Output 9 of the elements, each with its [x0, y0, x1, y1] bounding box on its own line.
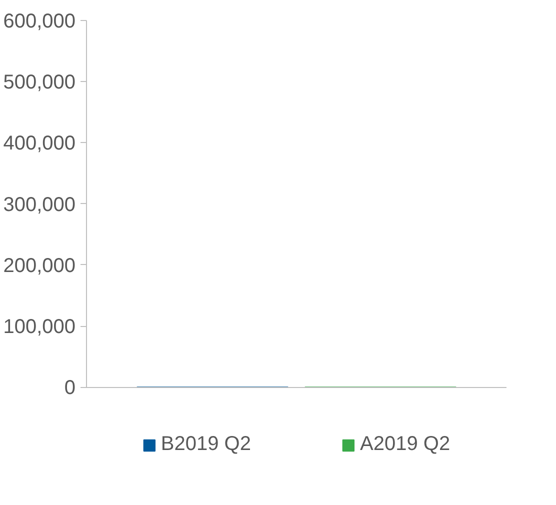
y-tick-label: 0 [64, 377, 76, 400]
y-tick-label: 600,000 [3, 10, 76, 32]
legend-label: A2019 Q2 [360, 433, 450, 456]
y-tick-label: 300,000 [3, 194, 76, 216]
y-tick-label: 100,000 [3, 316, 76, 338]
y-tick-label: 500,000 [3, 72, 76, 94]
y-tick-label: 200,000 [3, 254, 76, 277]
y-tick-label: 400,000 [3, 132, 76, 155]
legend-label: B2019 Q2 [160, 433, 251, 456]
